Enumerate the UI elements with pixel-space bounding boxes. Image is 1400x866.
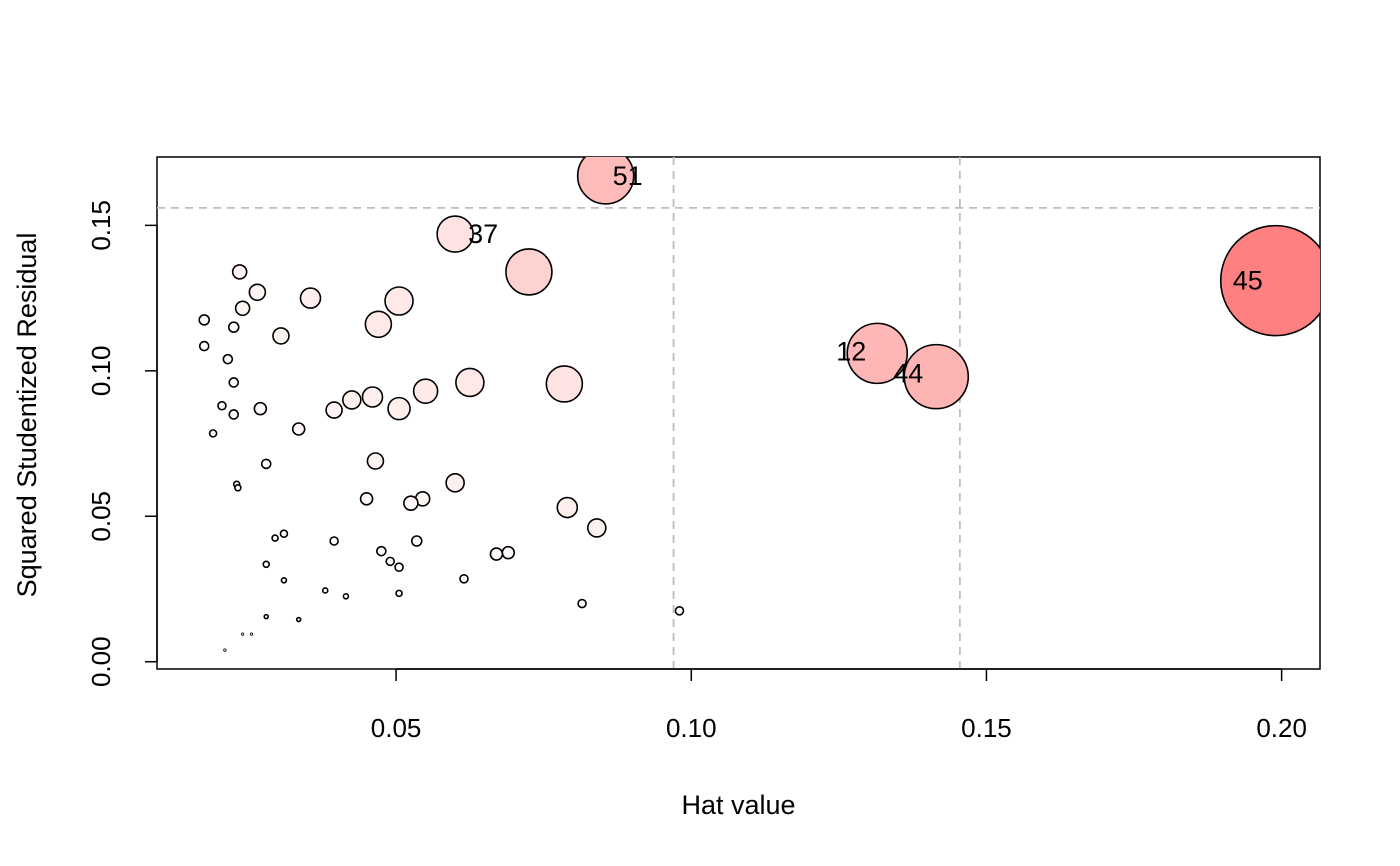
x-tick-label: 0.10 [666,713,717,743]
data-point [674,606,685,616]
data-point [412,378,439,404]
points-layer [198,157,1320,652]
data-point [234,483,242,492]
data-point [387,396,411,421]
data-point [271,534,279,542]
y-tick-label: 0.00 [86,636,116,687]
y-axis-label: Squared Studentized Residual [12,233,42,598]
data-point [342,592,350,600]
data-point [325,401,343,419]
y-tick-label: 0.15 [86,200,116,251]
data-point [489,547,504,561]
x-tick-label: 0.20 [1256,713,1307,743]
x-tick-label: 0.15 [961,713,1012,743]
data-point [228,409,240,420]
data-point [459,574,469,584]
y-tick-label: 0.10 [86,346,116,397]
data-point [272,327,290,345]
data-point [234,300,251,317]
data-point [342,390,362,410]
data-point [445,473,465,493]
data-point [376,545,387,557]
data-point [359,492,374,506]
data-point [260,458,272,470]
data-point [366,452,385,470]
data-point [556,496,579,519]
data-point [576,157,635,205]
data-point [846,322,909,385]
data-point [223,648,227,652]
data-point [299,287,322,309]
point-label: 44 [893,359,923,389]
data-point [587,518,607,538]
data-point [577,598,587,609]
data-point [395,589,403,598]
data-point [1219,224,1320,337]
data-point [361,386,384,408]
x-tick-label: 0.05 [371,713,422,743]
data-point [291,422,306,436]
data-point [545,365,584,403]
x-axis-label: Hat value [681,790,795,820]
data-point [208,429,218,438]
data-point [198,314,211,326]
data-point [410,535,423,547]
data-point [241,632,245,636]
data-point [385,556,395,567]
data-point [384,286,414,316]
point-label: 51 [613,161,643,191]
data-point [364,310,393,339]
data-point [253,401,268,416]
data-point [262,560,271,569]
data-point [455,367,485,398]
data-point [501,545,516,560]
data-point [198,340,210,352]
point-label: 37 [468,219,498,249]
point-label: 12 [836,336,866,366]
data-point [403,495,419,511]
data-point [295,616,302,623]
data-point [505,248,553,296]
data-point [228,377,240,388]
reference-lines [157,157,1320,669]
data-point [227,321,240,333]
data-point [394,562,404,572]
data-point [217,400,227,411]
data-point [279,529,289,539]
data-point [280,576,288,584]
data-point [436,215,474,253]
point-labels-layer: 51 37 45 12 44 [468,161,1263,389]
point-label: 45 [1233,266,1263,296]
x-axis: 0.05 0.10 0.15 0.20 [371,668,1307,743]
data-point [231,264,248,280]
y-tick-label: 0.05 [86,491,116,542]
data-point [903,343,970,410]
data-point [248,283,267,302]
data-point [263,613,270,620]
data-point [321,587,329,594]
y-axis: 0.00 0.05 0.10 0.15 [86,200,158,687]
data-point [222,353,234,365]
data-point [249,632,254,636]
data-point [329,536,339,546]
